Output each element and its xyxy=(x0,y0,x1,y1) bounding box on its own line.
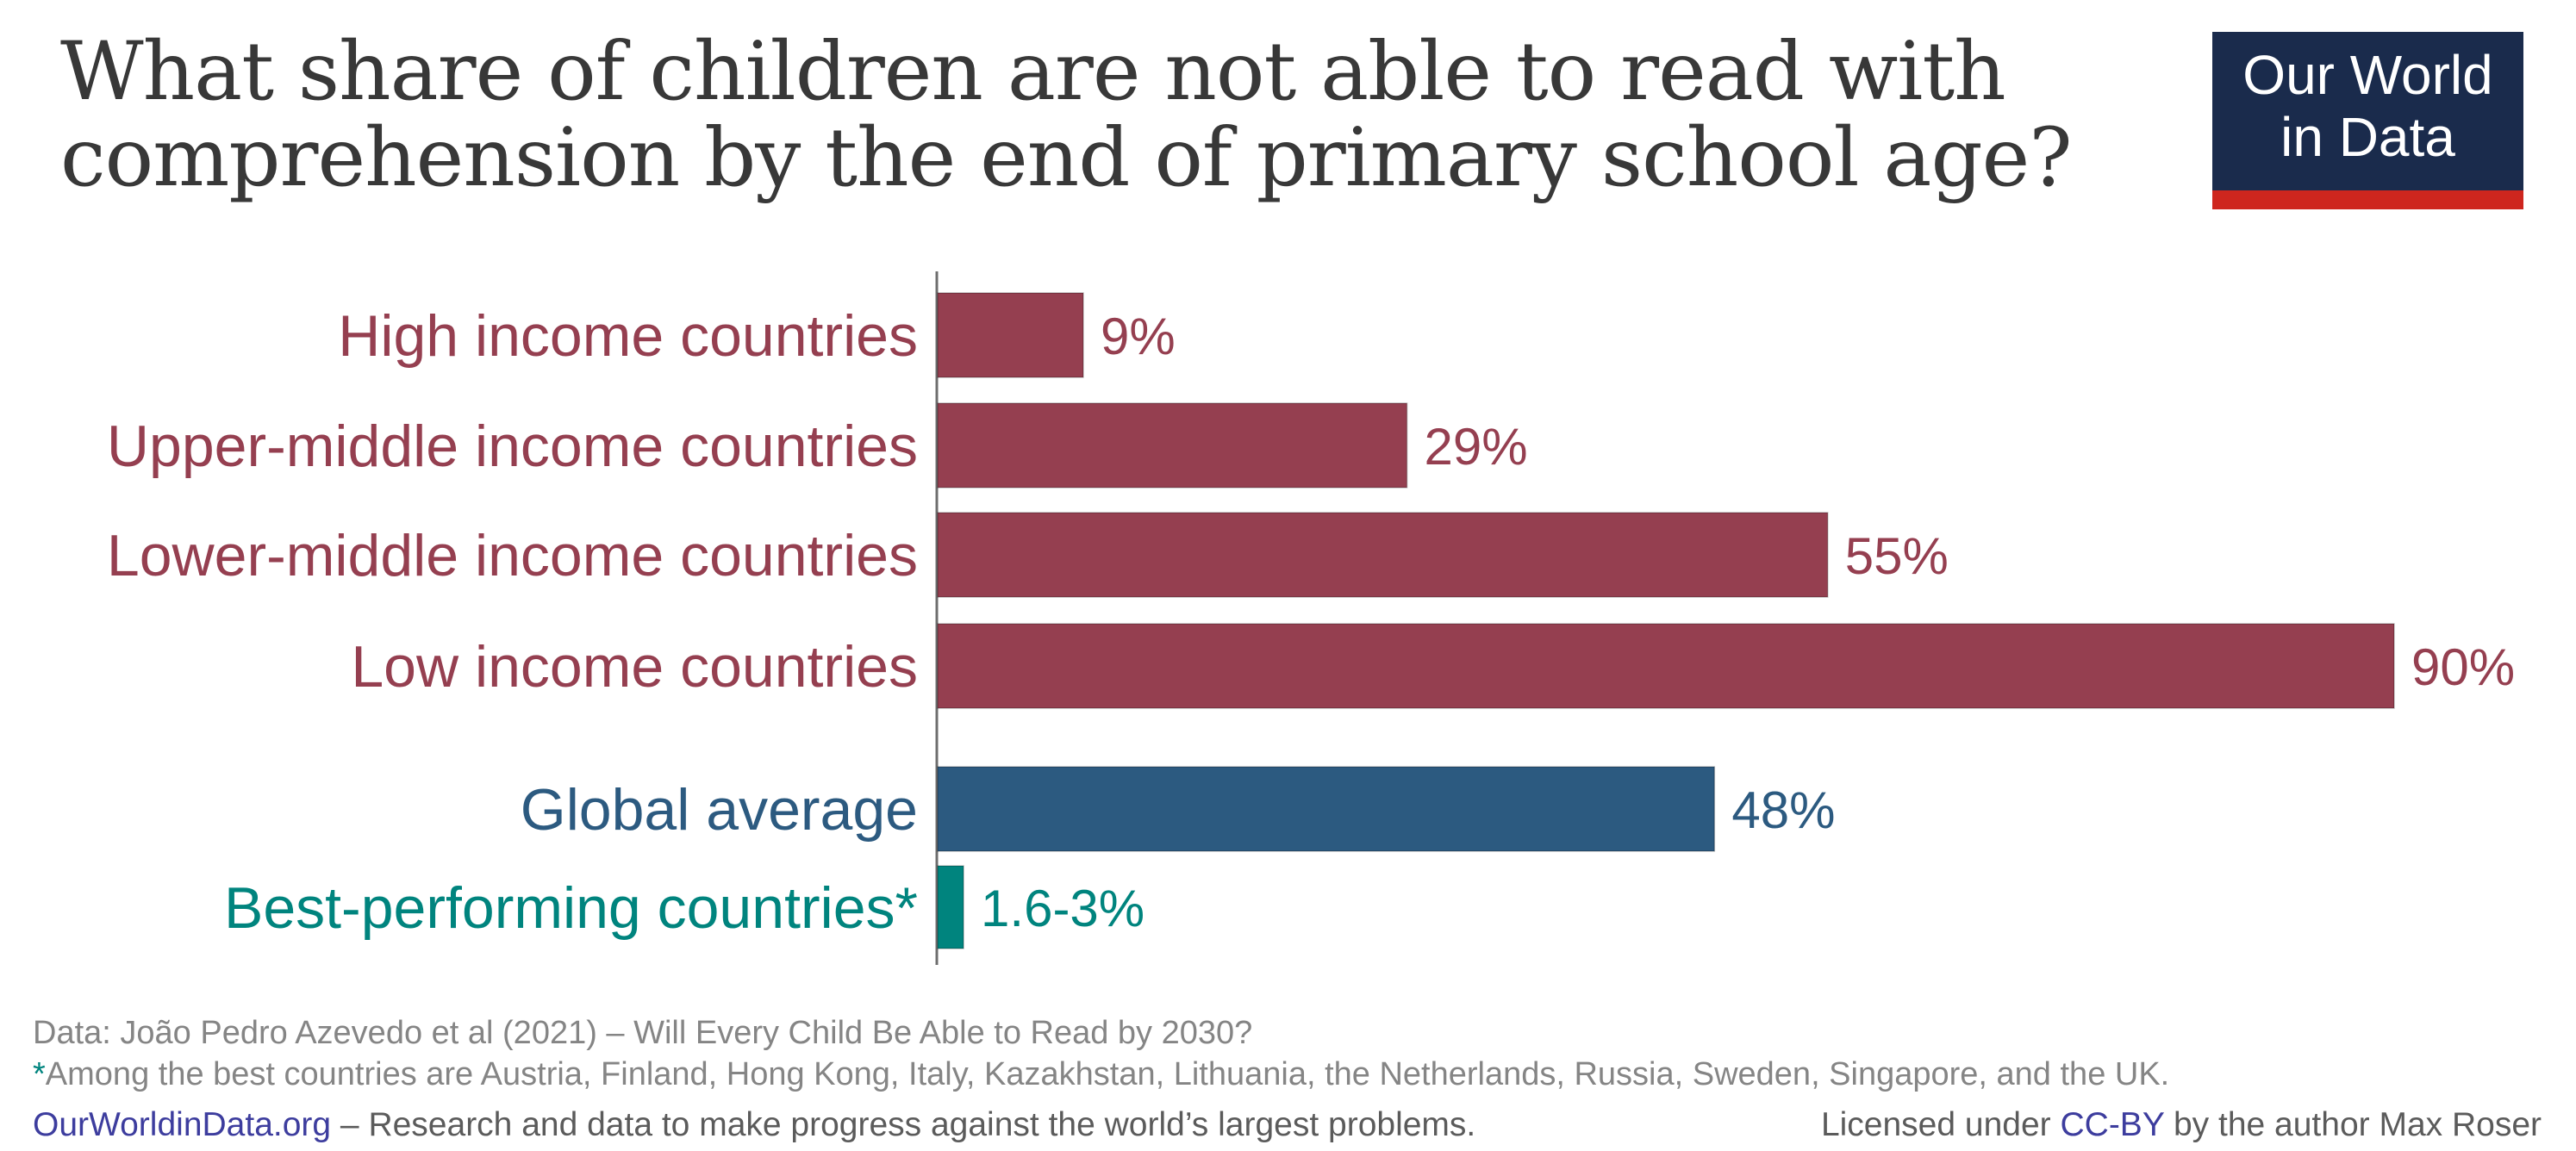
bar-1[interactable] xyxy=(937,402,1408,488)
owid-logo[interactable]: Our World in Data xyxy=(2212,32,2523,209)
license-suffix: by the author Max Roser xyxy=(2164,1106,2542,1143)
bar-chart: High income countries 9% Upper-middle inco… xyxy=(107,271,2515,965)
license-note: Licensed under CC-BY by the author Max R… xyxy=(1821,1106,2542,1144)
bar-2[interactable] xyxy=(937,512,1829,598)
value-label-0: 9% xyxy=(1101,308,1176,365)
tagline: – Research and data to make progress aga… xyxy=(331,1106,1476,1143)
bar-3[interactable] xyxy=(937,623,2395,709)
site-link[interactable]: OurWorldinData.org xyxy=(33,1106,332,1143)
footnote: *Among the best countries are Austria, F… xyxy=(33,1056,2542,1093)
category-label-3: Low income countries xyxy=(351,634,918,700)
bar-5[interactable] xyxy=(937,865,964,949)
value-label-5: 1.6-3% xyxy=(981,880,1145,937)
logo-text: Our World in Data xyxy=(2212,44,2523,168)
value-label-4: 48% xyxy=(1731,781,1835,839)
category-label-2: Lower-middle income countries xyxy=(107,523,918,588)
category-label-5: Best-performing countries* xyxy=(224,875,918,941)
source-note: Data: João Pedro Azevedo et al (2021) – … xyxy=(33,1015,1253,1051)
bar-0[interactable] xyxy=(937,292,1084,378)
license-prefix: Licensed under xyxy=(1820,1106,2061,1143)
value-label-2: 55% xyxy=(1845,527,1949,585)
category-label-0: High income countries xyxy=(338,303,918,369)
footnote-text: Among the best countries are Austria, Fi… xyxy=(45,1056,2170,1092)
category-label-1: Upper-middle income countries xyxy=(107,414,918,479)
logo-line-1: Our World xyxy=(2242,44,2493,106)
footnote-marker: * xyxy=(33,1056,46,1092)
logo-accent-bar xyxy=(2212,190,2523,209)
footer-credits: OurWorldinData.org – Research and data t… xyxy=(33,1106,2542,1144)
logo-line-2: in Data xyxy=(2280,106,2455,168)
bar-4[interactable] xyxy=(937,766,1716,852)
value-label-3: 90% xyxy=(2411,638,2515,696)
value-label-1: 29% xyxy=(1425,418,1528,476)
license-link[interactable]: CC-BY xyxy=(2060,1106,2165,1143)
chart-title: What share of children are not able to r… xyxy=(60,25,2073,205)
category-label-4: Global average xyxy=(521,777,918,843)
